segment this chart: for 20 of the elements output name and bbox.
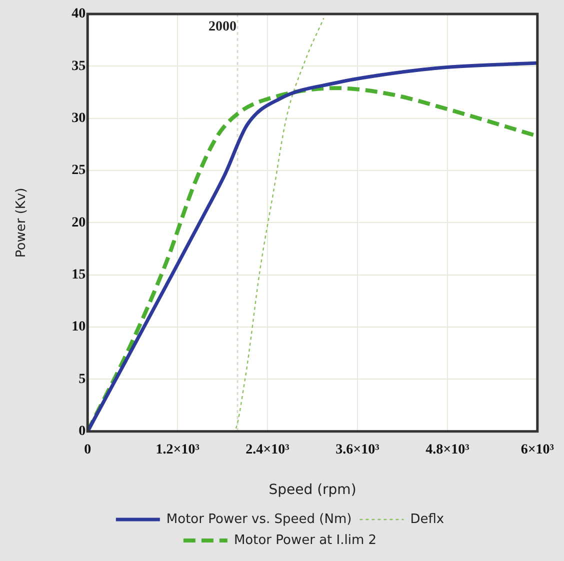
y-tick-label: 40: [72, 6, 86, 22]
y-axis-title: Power (Kv): [14, 188, 30, 258]
legend-label: Motor Power vs. Speed (Nm): [166, 512, 352, 527]
y-tick-label: 5: [78, 372, 86, 387]
x-axis-title: Speed (rpm): [268, 482, 356, 498]
y-tick-label: 25: [72, 163, 86, 178]
y-tick-label: 30: [72, 110, 86, 126]
x-tick-label: 6×10³: [520, 442, 554, 458]
y-tick-label: 35: [72, 58, 86, 74]
ref-line-label: 2000: [208, 20, 237, 35]
x-tick-label: 4.8×10³: [426, 442, 470, 458]
x-tick-label: 2.4×10³: [246, 442, 290, 458]
x-tick-label: 1.2×10³: [156, 442, 200, 458]
x-tick-label: 3.6×10³: [336, 442, 380, 458]
legend-label: Deflx: [410, 512, 444, 527]
y-tick-label: 10: [72, 320, 86, 335]
y-tick-label: 15: [72, 267, 86, 282]
y-tick-label: 20: [72, 215, 86, 230]
y-tick-label: 0: [78, 424, 86, 440]
legend-label: Motor Power at I.lim 2: [234, 532, 377, 548]
